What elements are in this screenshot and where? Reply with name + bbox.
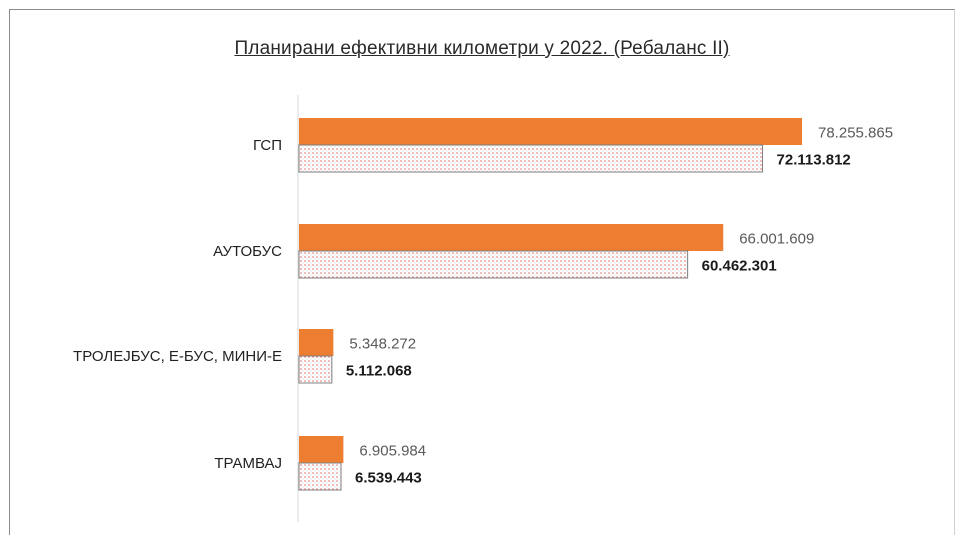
- data-label-series1-cat-3: 6.905.984: [359, 443, 426, 460]
- bar-series1-cat-2: [299, 329, 334, 356]
- category-label-cat-3: ТРАМВАЈ: [214, 455, 282, 472]
- category-label-cat-2: ТРОЛЕЈБУС, Е-БУС, МИНИ-Е: [73, 348, 282, 365]
- data-label-series2-cat-1: 60.462.301: [702, 258, 777, 275]
- chart-title: Планирани ефективни километри у 2022. (Р…: [234, 38, 730, 59]
- data-label-series2-cat-0: 72.113.812: [777, 152, 851, 169]
- bar-series1-cat-0: [299, 118, 802, 145]
- data-label-series1-cat-0: 78.255.865: [818, 125, 893, 142]
- data-label-series2-cat-3: 6.539.443: [355, 470, 422, 487]
- data-label-series1-cat-1: 66.001.609: [739, 231, 814, 248]
- bar-series2-cat-3: [298, 462, 342, 491]
- bar-series1-cat-3: [299, 436, 344, 463]
- category-label-cat-1: АУТОБУС: [213, 243, 282, 260]
- bar-series2-cat-0: [298, 144, 764, 173]
- category-label-cat-0: ГСП: [253, 137, 282, 154]
- data-label-series1-cat-2: 5.348.272: [349, 336, 416, 353]
- data-label-series2-cat-2: 5.112.068: [346, 363, 412, 380]
- bar-series2-cat-2: [298, 355, 333, 384]
- bar-series2-cat-1: [298, 250, 689, 279]
- bar-series1-cat-1: [299, 224, 724, 251]
